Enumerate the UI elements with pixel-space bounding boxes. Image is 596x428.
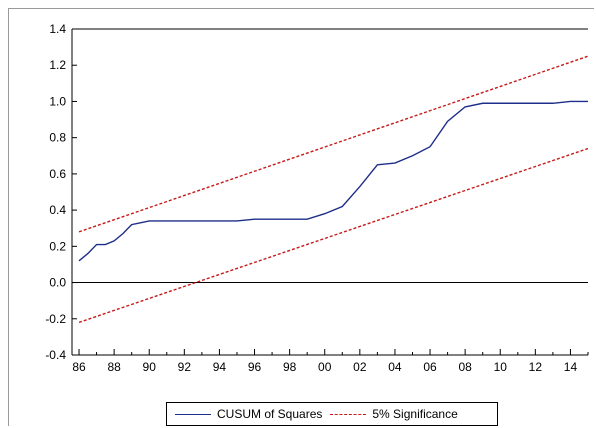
legend-label-cusum: CUSUM of Squares xyxy=(217,407,323,421)
legend-swatch-solid xyxy=(175,413,211,415)
legend-item-cusum: CUSUM of Squares xyxy=(167,407,322,421)
legend-label-significance: 5% Significance xyxy=(372,407,458,421)
x-tick-label: 94 xyxy=(213,360,227,374)
y-tick-label: 0.8 xyxy=(49,131,66,145)
x-tick-label: 90 xyxy=(143,360,157,374)
y-tick-label: 0.4 xyxy=(49,203,66,217)
legend-swatch-dashed xyxy=(330,413,367,415)
cusum-series-line xyxy=(78,100,588,262)
plot-area xyxy=(72,29,588,355)
x-tick-label: 04 xyxy=(388,360,402,374)
y-tick-label: 1.2 xyxy=(49,58,66,72)
x-tick-label: 06 xyxy=(423,360,437,374)
y-tick-label: 0.2 xyxy=(49,239,66,253)
legend: CUSUM of Squares 5% Significance xyxy=(166,402,498,426)
x-tick-label: 08 xyxy=(458,360,472,374)
y-tick-label: 1.0 xyxy=(49,94,66,108)
y-tick-label: -0.2 xyxy=(45,312,66,326)
x-tick-label: 10 xyxy=(494,360,508,374)
x-tick-label: 14 xyxy=(564,360,578,374)
x-tick-label: 02 xyxy=(353,360,367,374)
x-tick-label: 88 xyxy=(107,360,121,374)
y-tick-label: -0.4 xyxy=(45,348,66,362)
x-tick-label: 96 xyxy=(248,360,262,374)
chart-frame xyxy=(8,8,594,426)
y-tick-label: 1.4 xyxy=(49,22,66,36)
x-tick-label: 00 xyxy=(318,360,332,374)
x-tick-label: 12 xyxy=(529,360,543,374)
x-tick-label: 86 xyxy=(72,360,86,374)
legend-item-significance: 5% Significance xyxy=(322,407,458,421)
x-tick-label: 98 xyxy=(283,360,297,374)
y-tick-label: 0.6 xyxy=(49,167,66,181)
x-tick-label: 92 xyxy=(178,360,192,374)
y-tick-label: 0.0 xyxy=(49,276,66,290)
